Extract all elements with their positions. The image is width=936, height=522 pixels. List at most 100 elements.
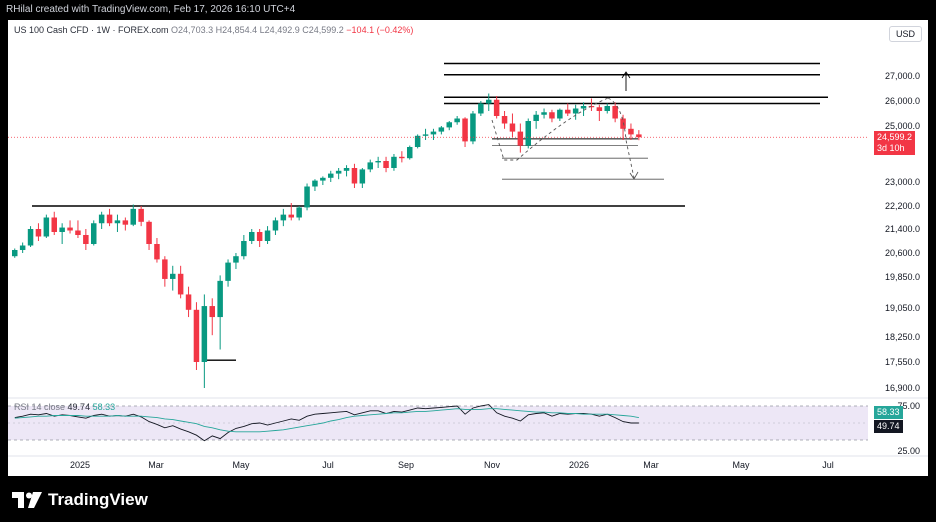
candle-body [130,208,136,225]
ohlc-low: L24,492.9 [259,25,300,35]
candle-body [98,214,105,224]
candle-body [501,116,508,124]
y-tick-label: 22,200.0 [885,201,920,211]
candle-body [628,128,634,135]
brand-name: TradingView [48,490,148,509]
rsi-ma-line [14,408,639,433]
candle-body [288,214,294,218]
x-tick-label: May [232,460,250,470]
candle-body [375,161,381,163]
symbol-legend: US 100 Cash CFD · 1W · FOREX.com O24,703… [14,25,413,35]
last-price-badge: 24,599.2 3d 10h [874,131,916,155]
y-tick-label: 19,850.0 [885,272,920,282]
candle-body [91,223,97,244]
candle-body [454,118,460,123]
rsi-ma-badge: 58.33 [874,406,903,419]
candle-body [335,170,342,174]
rsi-legend: RSI 14 close 49.74 58.33 [14,402,115,412]
candle-body [106,214,113,224]
rsi-title: RSI 14 close [14,402,66,412]
candle-body [225,262,231,281]
candle-body [359,169,366,184]
candle-body [351,168,358,184]
projection-down-dashed [607,97,635,179]
ohlc-change: −104.1 (−0.42%) [346,25,414,35]
rsi-tick-label: 25.00 [897,446,920,456]
candle-body [154,244,160,260]
candle-body [509,123,516,132]
y-tick-label: 20,600.0 [885,248,920,258]
pattern-path-dashed [491,97,609,161]
candle-body [407,147,413,159]
candle-body [525,121,531,146]
candle-body [75,230,81,235]
candle-body [470,113,476,142]
x-tick-label: 2025 [70,460,90,470]
candle-body [67,227,73,231]
candle-body [572,108,579,114]
projection-arrowhead-up [621,71,631,79]
candle-body [256,232,263,241]
y-tick-label: 17,550.0 [885,357,920,367]
candle-body [177,273,184,295]
candle-body [399,156,405,159]
rsi-value-badge: 49.74 [874,420,903,433]
candle-body [557,109,563,119]
candle-body [280,214,287,221]
chart-svg[interactable]: 27,000.0 26,000.0 25,000.0 23,000.0 22,200.0… [8,20,928,476]
candle-body [391,156,397,168]
candle-body [209,306,215,318]
candle-body [122,220,129,225]
footer-bar: TradingView [0,476,936,522]
currency-button[interactable]: USD [888,26,922,42]
y-tick-label: 19,050.0 [885,303,920,313]
candle-body [462,118,468,142]
candle-body [312,180,318,187]
y-tick-label: 21,400.0 [885,224,920,234]
candle-body [138,208,144,222]
rsi-value: 49.74 [67,402,91,412]
candle-body [59,227,65,232]
candle-body [170,273,176,279]
ohlc-close: C24,599.2 [302,25,344,35]
candle-body [636,134,642,138]
candle-body [422,134,429,136]
candle-body [486,99,492,104]
candle-body [430,131,437,135]
candle-body [272,220,279,231]
tradingview-logo[interactable]: TradingView [12,488,148,512]
tradingview-logo-icon [12,492,42,508]
candle-body [620,118,626,129]
ohlc-open: O24,703.3 [171,25,214,35]
candle-body [596,107,603,111]
y-tick-label: 18,250.0 [885,332,920,342]
ohlc-high: H24,854.4 [215,25,258,35]
candle-body [249,232,255,241]
candle-body [233,256,239,263]
candle-body [328,173,334,178]
bar-countdown: 3d 10h [877,143,905,153]
rsi-tick-label: 75.00 [897,401,920,411]
x-tick-label: Mar [643,460,659,470]
candle-body [478,103,484,114]
candle-body [588,106,595,108]
y-tick-label: 16,900.0 [885,383,920,393]
chart-panel[interactable]: 27,000.0 26,000.0 25,000.0 23,000.0 22,200.0… [8,20,928,476]
candle-body [146,221,152,244]
x-tick-label: May [732,460,750,470]
candle-body [162,259,168,279]
candle-body [217,280,223,318]
rsi-ma-value: 58.33 [92,402,116,412]
candle-body [201,306,208,362]
y-tick-label: 23,000.0 [885,177,920,187]
candle-body [12,250,18,257]
candle-body [438,127,445,132]
candle-body [343,168,350,171]
candle-body [533,114,539,121]
x-tick-label: Nov [484,460,501,470]
x-tick-label: Jul [822,460,834,470]
x-tick-label: 2026 [569,460,589,470]
candle-body [517,131,524,146]
candle-body [383,161,389,168]
candle-body [35,229,42,237]
